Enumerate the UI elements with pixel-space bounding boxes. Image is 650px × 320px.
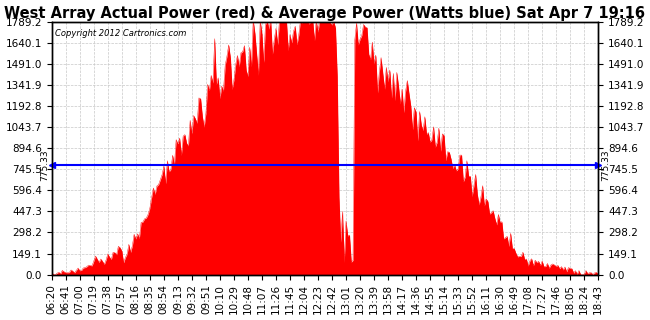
Text: 775.33: 775.33 [40, 149, 49, 181]
Text: Copyright 2012 Cartronics.com: Copyright 2012 Cartronics.com [55, 29, 186, 38]
Title: West Array Actual Power (red) & Average Power (Watts blue) Sat Apr 7 19:16: West Array Actual Power (red) & Average … [5, 5, 645, 20]
Text: 775.33: 775.33 [601, 149, 610, 181]
